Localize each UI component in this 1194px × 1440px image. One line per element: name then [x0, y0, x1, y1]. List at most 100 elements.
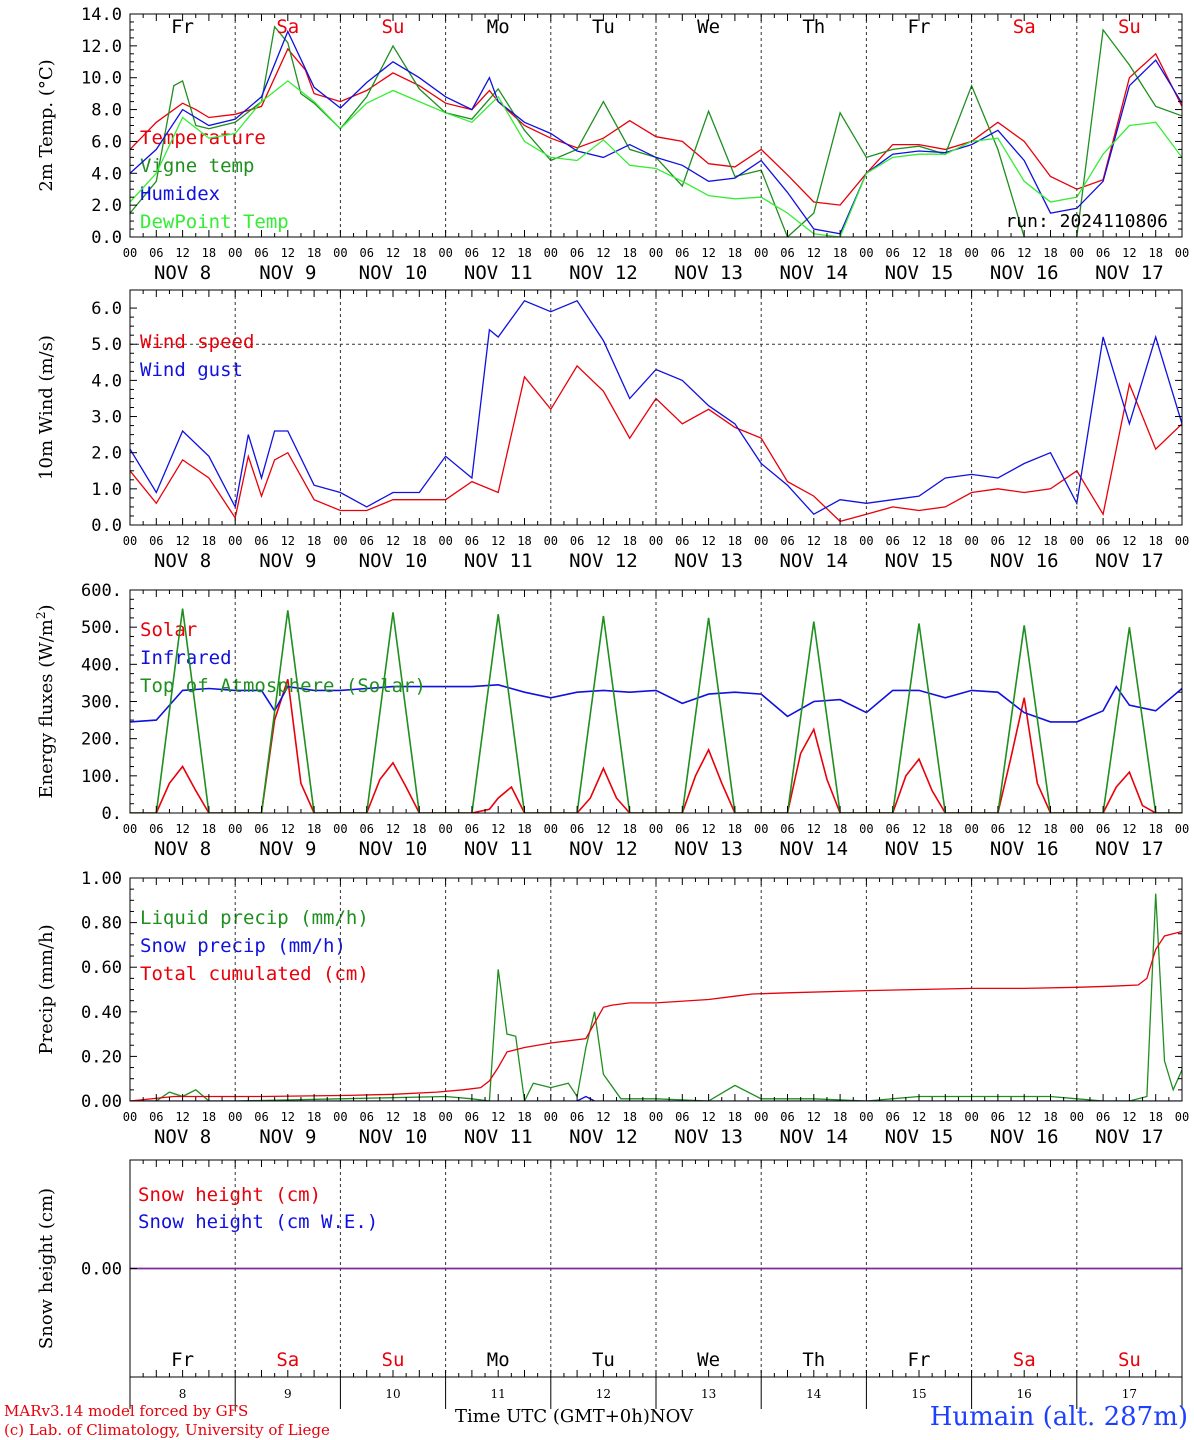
y-tick-label: 0.20	[81, 1047, 122, 1067]
hour-tick-label: 00	[754, 534, 768, 548]
hour-tick-label: 06	[991, 822, 1005, 836]
y-tick-label: 0.	[102, 804, 122, 824]
hour-tick-label: 06	[465, 1110, 479, 1124]
hour-tick-label: 12	[175, 246, 189, 260]
hour-tick-label: 18	[1148, 534, 1162, 548]
date-label: NOV 8	[154, 1126, 211, 1148]
y-tick-label: 10.0	[81, 69, 122, 89]
day-number: 14	[806, 1387, 822, 1401]
legend-entry: Liquid precip (mm/h)	[140, 907, 369, 929]
x-axis-1: 00 06 12 18 00 06 12 18 00 06 12 18 00 06 12 18 00 06 12 18…	[123, 246, 1189, 284]
x-axis-unit: NOV	[649, 1406, 694, 1427]
day-name: Fr	[171, 16, 194, 38]
hour-tick-label: 06	[359, 1110, 373, 1124]
hour-tick-label: 06	[359, 534, 373, 548]
hour-tick-label: 00	[123, 1110, 137, 1124]
date-label: NOV 8	[154, 838, 211, 860]
hour-tick-label: 18	[833, 534, 847, 548]
hour-tick-label: 12	[807, 1110, 821, 1124]
y-tick-label: 6.0	[91, 132, 122, 152]
day-name: Mo	[487, 1349, 510, 1371]
series-line-total-cumulated-cm-	[130, 930, 1182, 1101]
hour-tick-label: 00	[859, 534, 873, 548]
hour-tick-label: 00	[544, 246, 558, 260]
y-axis-3: 0. 100. 200. 300. 400. 500. 600. Energy fluxes …	[34, 581, 1182, 824]
hour-tick-label: 06	[254, 534, 268, 548]
hour-tick-label: 00	[964, 534, 978, 548]
hour-tick-label: 00	[333, 822, 347, 836]
station-label: Humain (alt. 287m)	[929, 1402, 1188, 1432]
hour-tick-label: 18	[202, 822, 216, 836]
hour-tick-label: 12	[1017, 534, 1031, 548]
panel-frame-2	[129, 289, 1183, 526]
hour-tick-label: 18	[728, 534, 742, 548]
hour-tick-label: 06	[570, 822, 584, 836]
hour-tick-label: 18	[1148, 246, 1162, 260]
date-label: NOV 11	[464, 1126, 533, 1148]
legend-entry: Total cumulated (cm)	[140, 963, 369, 985]
hour-tick-label: 18	[307, 1110, 321, 1124]
hour-tick-label: 12	[1017, 246, 1031, 260]
hour-tick-label: 06	[780, 822, 794, 836]
hour-tick-label: 00	[649, 1110, 663, 1124]
hour-tick-label: 18	[1043, 534, 1057, 548]
y-axis-5: 0.00 Snow height (cm)	[36, 1188, 137, 1349]
hour-tick-label: 12	[912, 246, 926, 260]
hour-tick-label: 00	[649, 534, 663, 548]
y-tick-label: 2.0	[91, 196, 122, 216]
hour-tick-label: 12	[386, 534, 400, 548]
hour-tick-label: 06	[780, 534, 794, 548]
panel-frame-1	[129, 13, 1183, 238]
day-name: Su	[382, 16, 405, 38]
hour-tick-label: 00	[123, 534, 137, 548]
hour-tick-label: 18	[728, 822, 742, 836]
legend-entry: Snow height (cm)	[138, 1184, 321, 1206]
hour-tick-label: 12	[1122, 822, 1136, 836]
date-label: NOV 17	[1095, 262, 1164, 284]
y-tick-label: 12.0	[81, 37, 122, 57]
hour-tick-label: 12	[701, 246, 715, 260]
hour-tick-label: 18	[833, 1110, 847, 1124]
date-label: NOV 10	[359, 550, 428, 572]
hour-tick-label: 12	[1122, 1110, 1136, 1124]
credit-model: MARv3.14 model forced by GFS	[4, 1402, 249, 1420]
legend-entry: Temperature	[140, 127, 266, 149]
y-axis-label: Precip (mm/h)	[36, 924, 57, 1054]
day-name: Th	[802, 1349, 825, 1371]
day-number: 10	[385, 1387, 400, 1401]
hour-tick-label: 00	[544, 1110, 558, 1124]
date-label: NOV 11	[464, 550, 533, 572]
hour-tick-label: 18	[833, 822, 847, 836]
y-tick-label: 14.0	[81, 5, 122, 25]
hour-tick-label: 00	[438, 534, 452, 548]
hour-tick-label: 06	[675, 822, 689, 836]
hour-tick-label: 06	[149, 534, 163, 548]
hour-tick-label: 18	[833, 246, 847, 260]
hour-tick-label: 12	[701, 534, 715, 548]
day-name: We	[697, 16, 720, 38]
hour-tick-label: 12	[281, 246, 295, 260]
hour-tick-label: 06	[149, 1110, 163, 1124]
day-name: Mo	[487, 16, 510, 38]
hour-tick-label: 18	[517, 1110, 531, 1124]
date-label: NOV 15	[885, 1126, 954, 1148]
hour-tick-label: 00	[964, 822, 978, 836]
hour-tick-label: 00	[228, 534, 242, 548]
date-label: NOV 17	[1095, 838, 1164, 860]
hour-tick-label: 00	[333, 1110, 347, 1124]
date-label: NOV 16	[990, 838, 1059, 860]
day-name: Fr	[908, 1349, 931, 1371]
date-label: NOV 9	[259, 262, 316, 284]
hour-tick-label: 06	[359, 822, 373, 836]
date-label: NOV 15	[885, 262, 954, 284]
hour-tick-label: 06	[885, 534, 899, 548]
hour-tick-label: 00	[649, 822, 663, 836]
hour-tick-label: 12	[175, 822, 189, 836]
y-axis-label: 2m Temp. (°C)	[36, 59, 57, 191]
hour-tick-label: 18	[938, 1110, 952, 1124]
date-label: NOV 10	[359, 1126, 428, 1148]
date-label: NOV 13	[674, 1126, 743, 1148]
hour-tick-label: 00	[544, 534, 558, 548]
hour-tick-label: 18	[622, 246, 636, 260]
hour-tick-label: 00	[438, 1110, 452, 1124]
